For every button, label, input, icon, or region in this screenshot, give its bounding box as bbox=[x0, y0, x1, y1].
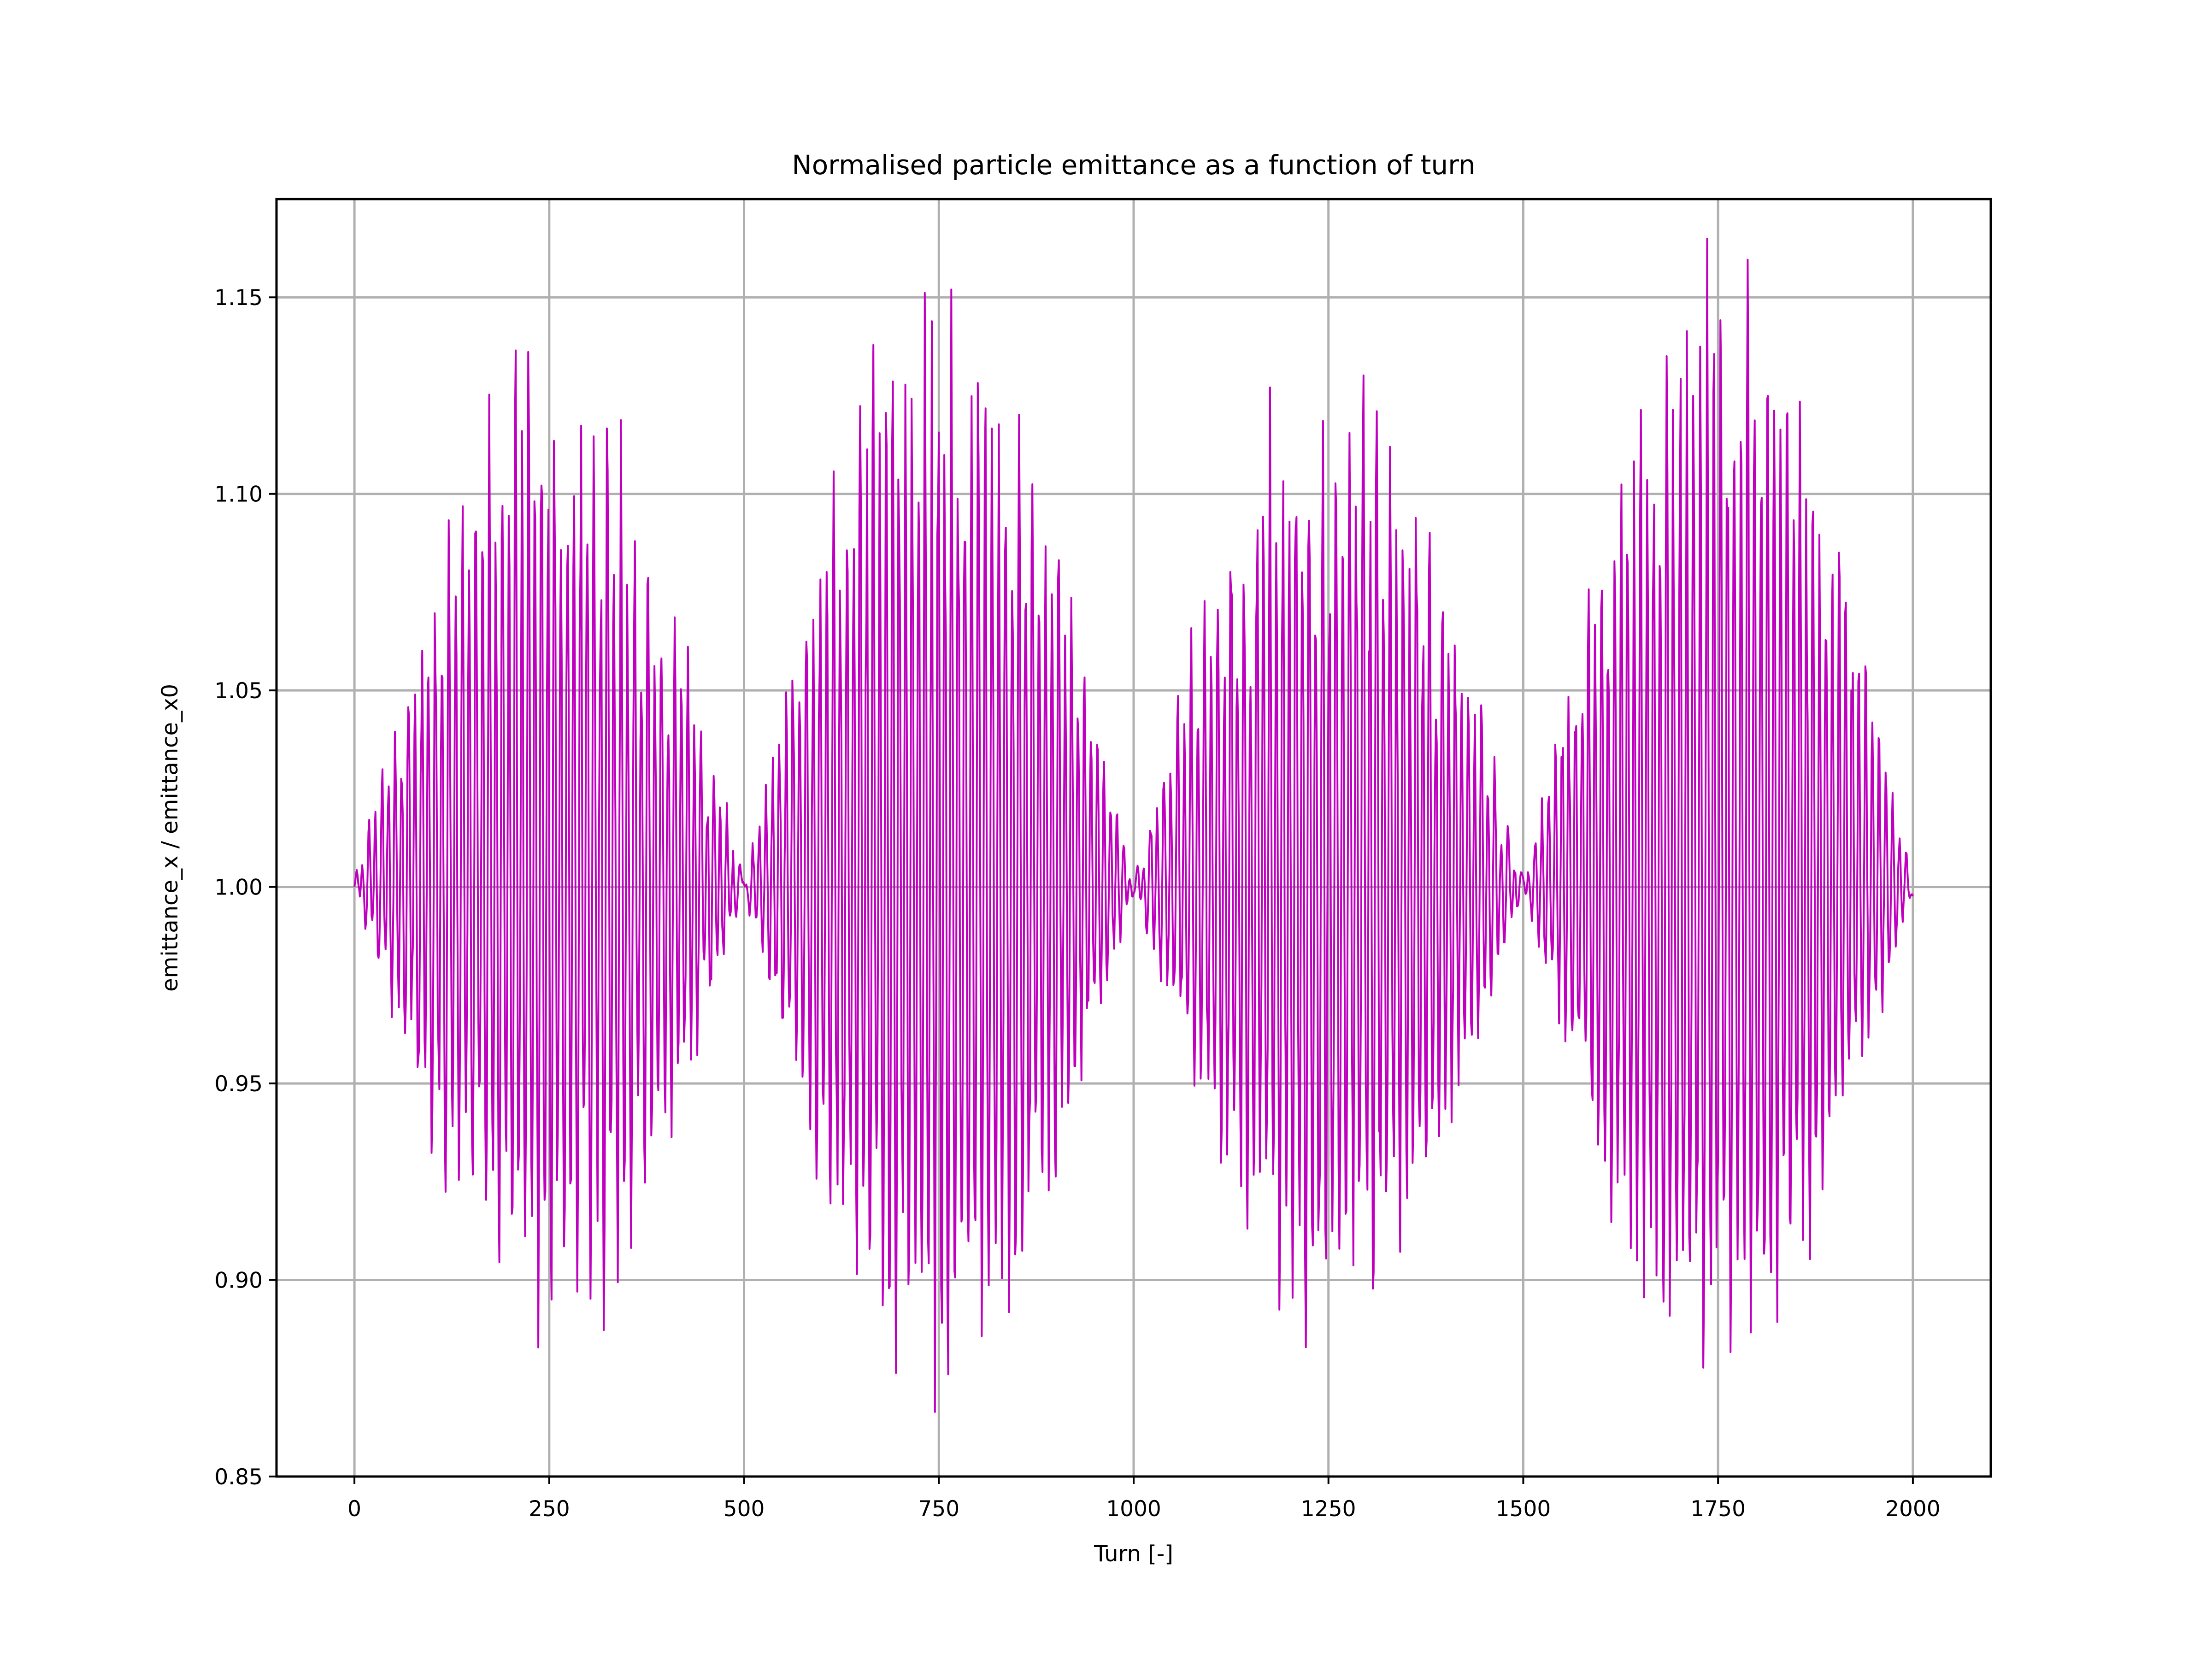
y-axis-label: emittance_x / emittance_x0 bbox=[157, 684, 183, 992]
x-tick-label: 1750 bbox=[1690, 1496, 1746, 1522]
x-tick-label: 1000 bbox=[1106, 1496, 1161, 1522]
x-tick-label: 500 bbox=[724, 1496, 765, 1522]
x-tick-label: 2000 bbox=[1885, 1496, 1941, 1522]
y-tick-label: 0.95 bbox=[214, 1071, 263, 1097]
x-tick-label: 0 bbox=[347, 1496, 361, 1522]
plot-area bbox=[353, 237, 1914, 1413]
y-tick-label: 1.15 bbox=[214, 285, 263, 311]
x-tick-label: 250 bbox=[529, 1496, 570, 1522]
y-tick-label: 0.90 bbox=[214, 1268, 263, 1294]
y-tick-label: 1.05 bbox=[214, 678, 263, 704]
ticks-layer: 0 250 500 750 1000 1250 1500 1750 2000 0.85 0.90 0.… bbox=[214, 285, 1940, 1522]
y-tick-label: 1.00 bbox=[214, 875, 263, 900]
x-axis-label: Turn [-] bbox=[1094, 1541, 1173, 1567]
x-tick-label: 1250 bbox=[1301, 1496, 1356, 1522]
x-tick-label: 750 bbox=[918, 1496, 959, 1522]
chart-title: Normalised particle emittance as a funct… bbox=[792, 149, 1475, 181]
y-tick-label: 1.10 bbox=[214, 482, 263, 507]
y-tick-label: 0.85 bbox=[214, 1465, 263, 1490]
series-line-emittance bbox=[353, 237, 1914, 1413]
x-tick-label: 1500 bbox=[1496, 1496, 1551, 1522]
